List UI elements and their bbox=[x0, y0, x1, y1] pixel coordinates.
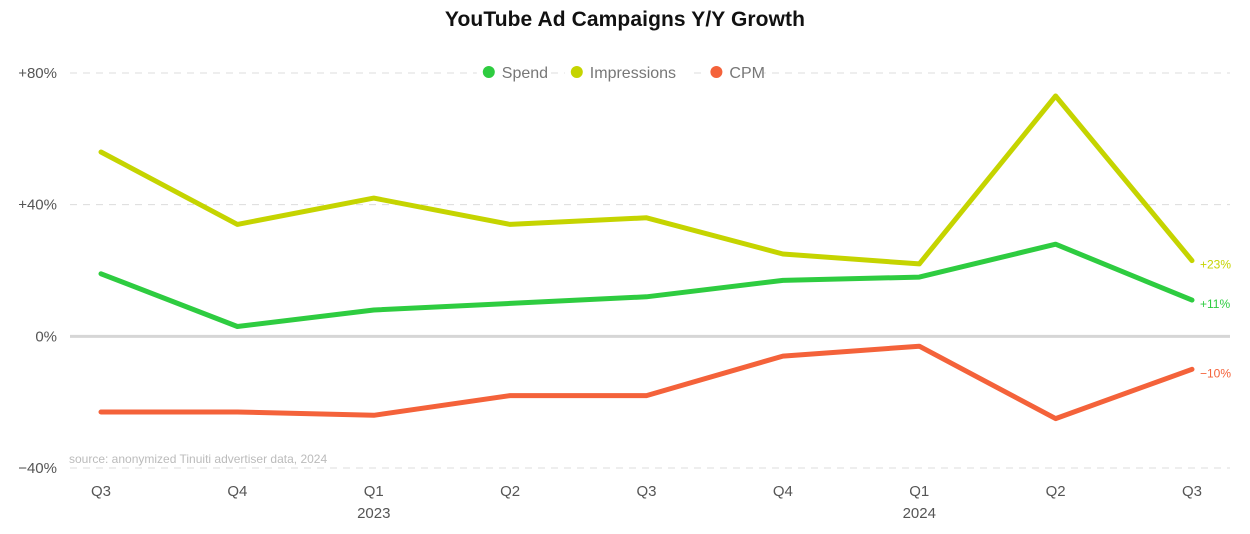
y-axis-ticks: +80% +40% 0% −40% bbox=[18, 65, 57, 477]
x-axis-ticks: Q3 Q4 Q1 Q2 Q3 Q4 Q1 Q2 Q3 2023 2024 bbox=[91, 483, 1202, 522]
end-label-impressions: +23% bbox=[1200, 258, 1231, 272]
x-year-label: 2023 bbox=[357, 505, 390, 522]
x-tick-label: Q2 bbox=[500, 483, 520, 500]
legend-label-spend: Spend bbox=[502, 65, 548, 82]
series-line-impressions bbox=[98, 93, 1195, 267]
x-tick-label: Q4 bbox=[773, 483, 793, 500]
legend-swatch-spend bbox=[482, 66, 495, 78]
y-tick-label: +40% bbox=[18, 197, 57, 214]
end-labels: +23% +11% −10% bbox=[1200, 258, 1231, 381]
series-lines bbox=[98, 93, 1195, 422]
legend-label-cpm: CPM bbox=[729, 65, 765, 82]
y-tick-label: 0% bbox=[35, 328, 57, 345]
x-tick-label: Q4 bbox=[227, 483, 247, 500]
chart-title: YouTube Ad Campaigns Y/Y Growth bbox=[444, 8, 806, 31]
legend-backdrop bbox=[476, 61, 551, 83]
legend-swatch-impressions bbox=[570, 66, 583, 78]
y-tick-label: −40% bbox=[18, 460, 57, 477]
legend-swatch-cpm bbox=[710, 66, 723, 78]
x-tick-label: Q2 bbox=[1046, 483, 1066, 500]
legend-backdrop bbox=[564, 61, 691, 83]
x-tick-label: Q1 bbox=[909, 483, 929, 500]
x-tick-label: Q1 bbox=[364, 483, 384, 500]
end-label-spend: +11% bbox=[1200, 297, 1230, 311]
y-tick-label: +80% bbox=[18, 65, 57, 82]
end-label-cpm: −10% bbox=[1200, 366, 1231, 380]
x-tick-label: Q3 bbox=[91, 483, 111, 500]
x-tick-label: Q3 bbox=[636, 483, 656, 500]
series-line-cpm bbox=[98, 343, 1195, 422]
gridlines bbox=[70, 72, 1230, 469]
x-year-label: 2024 bbox=[903, 505, 936, 522]
legend-label-impressions: Impressions bbox=[590, 65, 676, 82]
x-tick-label: Q3 bbox=[1182, 483, 1202, 500]
source-note: source: anonymized Tinuiti advertiser da… bbox=[69, 452, 327, 466]
series-line-spend bbox=[98, 241, 1195, 329]
legend: Spend Impressions CPM bbox=[476, 61, 765, 83]
